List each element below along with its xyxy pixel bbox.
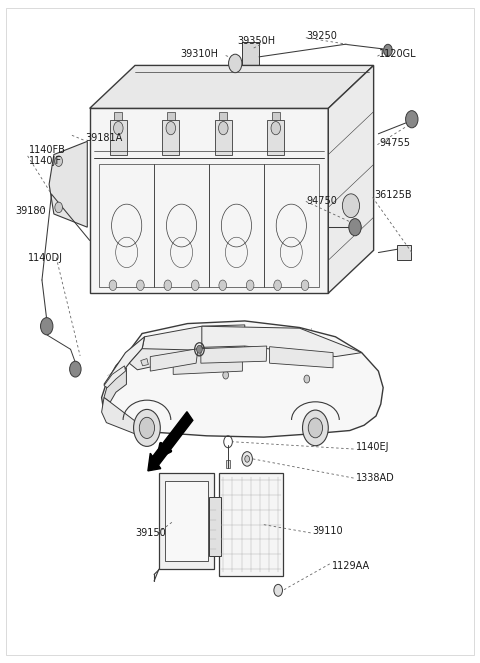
Polygon shape (102, 321, 383, 437)
Polygon shape (49, 141, 87, 227)
Circle shape (274, 280, 281, 290)
Circle shape (166, 121, 176, 135)
Circle shape (197, 345, 202, 353)
Text: 39215B: 39215B (159, 347, 196, 357)
Circle shape (384, 44, 392, 56)
Text: 1140DJ: 1140DJ (28, 253, 62, 263)
Circle shape (192, 280, 199, 290)
Bar (115, 112, 122, 120)
Circle shape (40, 318, 53, 335)
Circle shape (302, 410, 328, 446)
Text: 39250: 39250 (307, 30, 338, 40)
Bar (99, 164, 154, 286)
Circle shape (114, 121, 123, 135)
Polygon shape (141, 359, 148, 366)
Text: 1140FB: 1140FB (29, 145, 65, 155)
Text: 39310H: 39310H (180, 48, 218, 58)
Circle shape (137, 280, 144, 290)
Circle shape (223, 371, 228, 379)
Bar (219, 112, 227, 120)
Circle shape (164, 280, 172, 290)
Text: 39180: 39180 (16, 206, 47, 215)
Bar (209, 497, 221, 556)
Text: 1338AD: 1338AD (356, 473, 394, 483)
Text: 36125B: 36125B (374, 190, 412, 200)
Bar (167, 112, 175, 120)
Circle shape (139, 417, 155, 438)
Circle shape (133, 410, 160, 446)
Polygon shape (90, 66, 373, 108)
Circle shape (55, 202, 62, 213)
Circle shape (349, 219, 361, 236)
Bar (209, 164, 264, 286)
Circle shape (406, 111, 418, 128)
Polygon shape (270, 347, 333, 368)
Polygon shape (129, 348, 245, 370)
Polygon shape (173, 353, 242, 375)
Circle shape (228, 54, 242, 73)
Circle shape (245, 455, 250, 462)
Circle shape (109, 280, 117, 290)
Polygon shape (201, 346, 267, 363)
Bar (154, 164, 209, 286)
Circle shape (342, 194, 360, 217)
Circle shape (70, 361, 81, 377)
Bar (165, 481, 208, 562)
Bar (188, 359, 228, 373)
Polygon shape (150, 349, 198, 371)
Circle shape (246, 280, 254, 290)
Bar (242, 42, 259, 72)
FancyArrow shape (148, 412, 193, 471)
Polygon shape (104, 368, 126, 402)
Circle shape (301, 280, 309, 290)
Text: 94750: 94750 (307, 196, 338, 206)
Bar (214, 530, 221, 543)
Circle shape (219, 280, 227, 290)
Polygon shape (142, 325, 245, 357)
Polygon shape (104, 337, 144, 388)
Bar (214, 497, 221, 510)
Text: 39350H: 39350H (238, 36, 276, 46)
Polygon shape (90, 108, 328, 293)
Text: 1140JF: 1140JF (29, 156, 61, 166)
Bar (215, 120, 232, 154)
Text: 1140EJ: 1140EJ (356, 442, 389, 452)
Polygon shape (102, 398, 149, 434)
Bar (159, 473, 214, 569)
Polygon shape (104, 366, 125, 388)
Circle shape (218, 121, 228, 135)
Circle shape (304, 375, 310, 383)
Bar (264, 164, 319, 286)
Bar (397, 245, 411, 261)
Bar (162, 120, 180, 154)
Text: 39150: 39150 (135, 528, 166, 538)
Circle shape (55, 156, 62, 166)
Bar (218, 473, 283, 575)
Polygon shape (328, 66, 373, 293)
Bar (267, 120, 284, 154)
Text: 39110: 39110 (312, 526, 343, 536)
Bar (226, 460, 230, 468)
Bar (272, 112, 280, 120)
Text: 1129AA: 1129AA (332, 561, 370, 571)
Text: 1120GL: 1120GL (379, 49, 417, 59)
Polygon shape (202, 326, 362, 357)
Circle shape (271, 121, 281, 135)
Circle shape (242, 452, 252, 466)
Circle shape (274, 584, 282, 596)
Text: 94755: 94755 (379, 138, 410, 148)
Text: 39181A: 39181A (85, 133, 122, 143)
Circle shape (308, 418, 323, 438)
Bar (110, 120, 127, 154)
